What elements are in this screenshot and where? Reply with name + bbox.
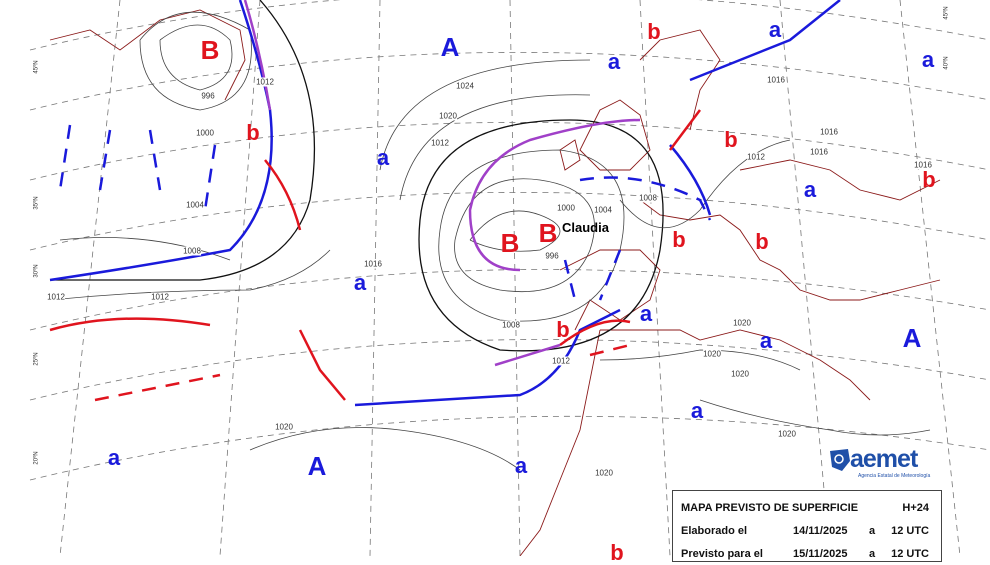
isobar-label: 1012: [47, 292, 65, 302]
relative-high-label: a: [639, 301, 653, 326]
latitude-label: 35ºN: [33, 196, 40, 210]
warm-fronts: [49, 109, 701, 401]
aemet-logo: aemet Agencia Estatal de Meteorología: [828, 445, 930, 479]
isobar-label: 1012: [256, 77, 274, 87]
relative-high-label: a: [376, 145, 390, 170]
isobar-label: 1008: [639, 193, 657, 203]
isobar-label: 1000: [196, 128, 214, 138]
legend-title: MAPA PREVISTO DE SUPERFICIE: [681, 502, 859, 514]
aemet-logo-mark-icon: [830, 449, 850, 471]
isobar-label: 1020: [275, 422, 293, 432]
latitude-label: 45ºN: [943, 6, 950, 20]
made-time: 12 UTC: [891, 525, 929, 537]
latitude-label: 25ºN: [33, 352, 40, 366]
valid-time: 12 UTC: [891, 548, 929, 560]
isobar-label: 1024: [456, 81, 474, 91]
relative-high-label: a: [690, 398, 704, 423]
latitude-label: 20ºN: [33, 451, 40, 465]
relative-high-label: a: [353, 270, 367, 295]
isobar-label: 1020: [703, 349, 721, 359]
isobar-label: 1016: [767, 75, 785, 85]
isobar-label: 1020: [778, 429, 796, 439]
valid-at: a: [869, 548, 876, 560]
isobar-label: 1008: [502, 320, 520, 330]
relative-high-label: a: [803, 177, 817, 202]
relative-low-label: b: [246, 120, 260, 145]
isobar-label: 1020: [733, 318, 751, 328]
relative-high-label: a: [759, 328, 773, 353]
forecast-horizon: H+24: [902, 502, 929, 514]
coastlines: [49, 9, 941, 556]
relative-low-label: b: [647, 19, 661, 44]
low-pressure-label: B: [200, 35, 220, 65]
isobar-label: 1008: [183, 246, 201, 256]
isobar-label: 1016: [810, 147, 828, 157]
valid-date: 15/11/2025: [793, 548, 848, 560]
high-pressure-label: A: [440, 32, 460, 62]
map-info-box: MAPA PREVISTO DE SUPERFICIE H+24 Elabora…: [672, 490, 942, 562]
isobar-label: 996: [201, 91, 215, 101]
made-date: 14/11/2025: [793, 525, 848, 537]
isobar-label: 1012: [431, 138, 449, 148]
low-pressure-label: B: [538, 218, 558, 248]
made-label: Elaborado el: [681, 525, 748, 537]
relative-low-label: b: [672, 227, 686, 252]
logo-text: aemet: [850, 445, 918, 473]
relative-low-label: b: [755, 229, 769, 254]
valid-row: Previsto para el 15/11/2025 a 12 UTC: [681, 548, 933, 560]
valid-label: Previsto para el: [681, 548, 763, 560]
isobar-label: 1012: [747, 152, 765, 162]
relative-low-label: b: [610, 540, 624, 565]
relative-high-label: a: [107, 445, 121, 470]
made-row: Elaborado el 14/11/2025 a 12 UTC: [681, 525, 933, 537]
high-pressure-label: A: [307, 451, 327, 481]
isobar-label: 996: [545, 251, 559, 261]
isobar-label: 1012: [151, 292, 169, 302]
isobar-label: 1016: [364, 259, 382, 269]
relative-high-label: a: [768, 17, 782, 42]
legend-title-row: MAPA PREVISTO DE SUPERFICIE H+24: [681, 502, 933, 514]
isobar-label: 1016: [914, 160, 932, 170]
isobar-label: 1020: [595, 468, 613, 478]
isobar-label: 1004: [594, 205, 612, 215]
relative-high-label: a: [607, 49, 621, 74]
storm-name-label: Claudia: [562, 220, 609, 235]
isobar-label: 1000: [557, 203, 575, 213]
relative-high-label: a: [921, 47, 935, 72]
made-at: a: [869, 525, 876, 537]
logo-subtitle: Agencia Estatal de Meteorología: [858, 473, 931, 479]
occluded-fronts: [243, 0, 641, 367]
isobars: [49, 0, 931, 471]
low-pressure-label: B: [500, 228, 520, 258]
cold-front-dashed: [58, 124, 712, 301]
graticule: [29, 0, 990, 556]
relative-low-label: b: [556, 317, 570, 342]
isobar-label: 1020: [731, 369, 749, 379]
latitude-label: 30ºN: [33, 264, 40, 278]
isobar-label: 1016: [820, 127, 838, 137]
isobar-label: 1004: [186, 200, 204, 210]
isobar-label: 1020: [439, 111, 457, 121]
relative-high-label: a: [514, 453, 528, 478]
high-pressure-label: A: [902, 323, 922, 353]
relative-low-label: b: [922, 167, 936, 192]
isobar-label: 1012: [552, 356, 570, 366]
relative-low-label: b: [724, 127, 738, 152]
latitude-label: 40ºN: [943, 56, 950, 70]
warm-front-dashed: [94, 343, 631, 402]
latitude-label: 45ºN: [33, 60, 40, 74]
